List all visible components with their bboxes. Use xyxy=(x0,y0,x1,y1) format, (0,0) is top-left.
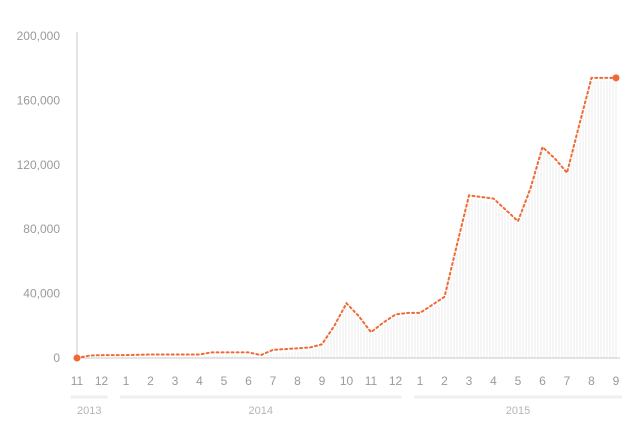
year-label: 2015 xyxy=(506,405,530,417)
x-tick-label: 7 xyxy=(270,374,277,388)
start-point xyxy=(73,354,81,362)
series-line xyxy=(76,76,617,359)
x-tick-label: 2 xyxy=(441,374,448,388)
year-label: 2014 xyxy=(249,405,273,417)
end-point xyxy=(612,74,620,82)
y-tick-label: 0 xyxy=(53,351,60,365)
x-tick-label: 1 xyxy=(123,374,130,388)
y-axis-ticks: 0 40,000 80,000 120,000 160,000 200,000 xyxy=(17,29,61,365)
x-tick-label: 1 xyxy=(417,374,424,388)
x-tick-label: 12 xyxy=(95,374,109,388)
y-tick-label: 40,000 xyxy=(23,287,60,301)
x-tick-label: 11 xyxy=(365,374,378,388)
y-tick-label: 160,000 xyxy=(17,93,61,107)
x-tick-label: 2 xyxy=(147,374,154,388)
x-tick-label: 8 xyxy=(588,374,595,388)
x-tick-label: 6 xyxy=(245,374,252,388)
x-tick-label: 5 xyxy=(515,374,522,388)
x-tick-label: 6 xyxy=(539,374,546,388)
x-tick-label: 7 xyxy=(564,374,571,388)
x-tick-label: 9 xyxy=(613,374,620,388)
x-tick-label: 10 xyxy=(340,374,354,388)
y-tick-label: 80,000 xyxy=(23,222,60,236)
x-tick-label: 5 xyxy=(221,374,228,388)
y-tick-label: 200,000 xyxy=(17,29,61,43)
x-tick-label: 9 xyxy=(319,374,326,388)
x-tick-label: 8 xyxy=(294,374,301,388)
x-tick-label: 3 xyxy=(172,374,179,388)
x-tick-label: 11 xyxy=(71,374,84,388)
x-tick-label: 3 xyxy=(466,374,473,388)
year-groups: 2013 2014 2015 xyxy=(71,395,622,417)
x-axis-ticks: 11 12 1 2 3 4 5 6 7 8 9 10 11 12 1 2 3 4 5 6 7 8 9 xyxy=(71,374,620,388)
x-tick-label: 12 xyxy=(389,374,403,388)
y-tick-label: 120,000 xyxy=(17,158,61,172)
background-hatch-bars xyxy=(87,80,617,359)
x-tick-label: 4 xyxy=(196,374,203,388)
x-tick-label: 4 xyxy=(490,374,497,388)
year-label: 2013 xyxy=(77,405,101,417)
